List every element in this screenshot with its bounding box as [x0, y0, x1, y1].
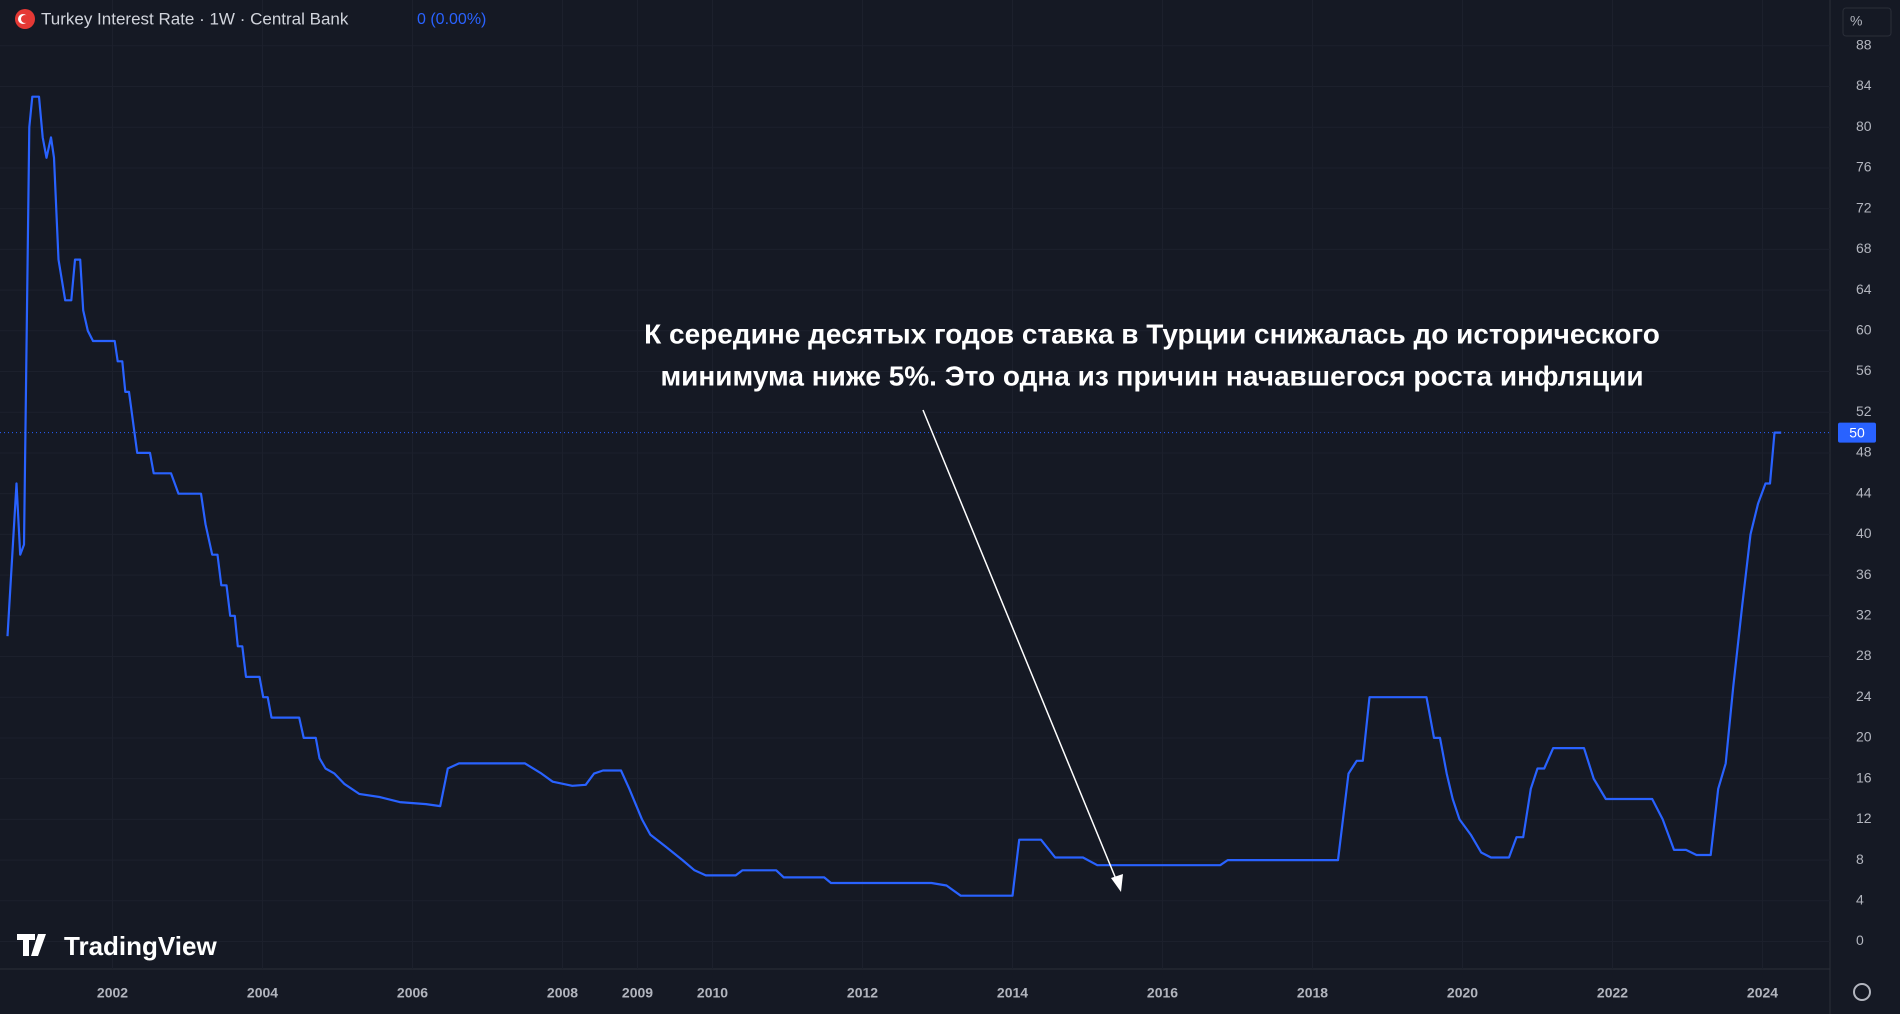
- y-tick-label: 20: [1856, 729, 1872, 745]
- x-tick-label: 2020: [1447, 985, 1478, 1001]
- last-price-label: 50: [1849, 424, 1865, 440]
- y-tick-label: 0: [1856, 932, 1864, 948]
- x-tick-label: 2024: [1747, 985, 1778, 1001]
- grid: [0, 0, 1830, 969]
- y-tick-label: 16: [1856, 769, 1872, 785]
- y-tick-label: 28: [1856, 647, 1872, 663]
- annotation-arrow: [922, 409, 1119, 885]
- x-tick-label: 2014: [997, 985, 1028, 1001]
- x-tick-label: 2012: [847, 985, 878, 1001]
- x-tick-label: 2010: [697, 985, 728, 1001]
- y-tick-label: 56: [1856, 362, 1872, 378]
- y-tick-label: 44: [1856, 484, 1872, 500]
- y-tick-label: 88: [1856, 37, 1872, 53]
- y-tick-label: 40: [1856, 525, 1872, 541]
- y-tick-label: 4: [1856, 892, 1864, 908]
- y-tick-label: 84: [1856, 77, 1872, 93]
- y-tick-label: 8: [1856, 851, 1864, 867]
- x-tick-label: 2008: [547, 985, 578, 1001]
- y-tick-label: 60: [1856, 322, 1872, 338]
- settings-icon[interactable]: [1853, 983, 1871, 1001]
- y-tick-label: 76: [1856, 159, 1872, 175]
- x-tick-label: 2004: [247, 985, 278, 1001]
- logo-icon: [17, 934, 46, 956]
- x-tick-label: 2018: [1297, 985, 1328, 1001]
- y-tick-label: 72: [1856, 199, 1872, 215]
- chart-title: Turkey Interest Rate · 1W · Central Bank: [41, 9, 349, 28]
- x-tick-label: 2009: [622, 985, 653, 1001]
- y-tick-label: 48: [1856, 444, 1872, 460]
- last-price-badge: [1838, 422, 1876, 443]
- unit-label: %: [1850, 13, 1862, 29]
- y-tick-label: 52: [1856, 403, 1872, 419]
- y-tick-label: 80: [1856, 118, 1872, 134]
- y-tick-label: 64: [1856, 281, 1872, 297]
- x-tick-label: 2006: [397, 985, 428, 1001]
- x-tick-label: 2022: [1597, 985, 1628, 1001]
- line-series: [6, 95, 1782, 897]
- plot: [0, 95, 1830, 897]
- y-tick-label: 68: [1856, 240, 1872, 256]
- annotation-line: К середине десятых годов ставка в Турции…: [644, 318, 1660, 349]
- y-tick-label: 24: [1856, 688, 1872, 704]
- y-tick-label: 36: [1856, 566, 1872, 582]
- change-label: 0 (0.00%): [417, 11, 486, 28]
- y-tick-label: 12: [1856, 810, 1872, 826]
- unit-box[interactable]: [1842, 7, 1892, 37]
- arrow-head: [1111, 874, 1123, 892]
- y-tick-label: 32: [1856, 607, 1872, 623]
- x-tick-label: 2016: [1147, 985, 1178, 1001]
- flag-crescent-cut: [21, 15, 29, 23]
- annotation-line: минимума ниже 5%. Это одна из причин нач…: [660, 360, 1643, 391]
- x-tick-label: 2002: [97, 985, 128, 1001]
- logo-text: TradingView: [64, 931, 217, 961]
